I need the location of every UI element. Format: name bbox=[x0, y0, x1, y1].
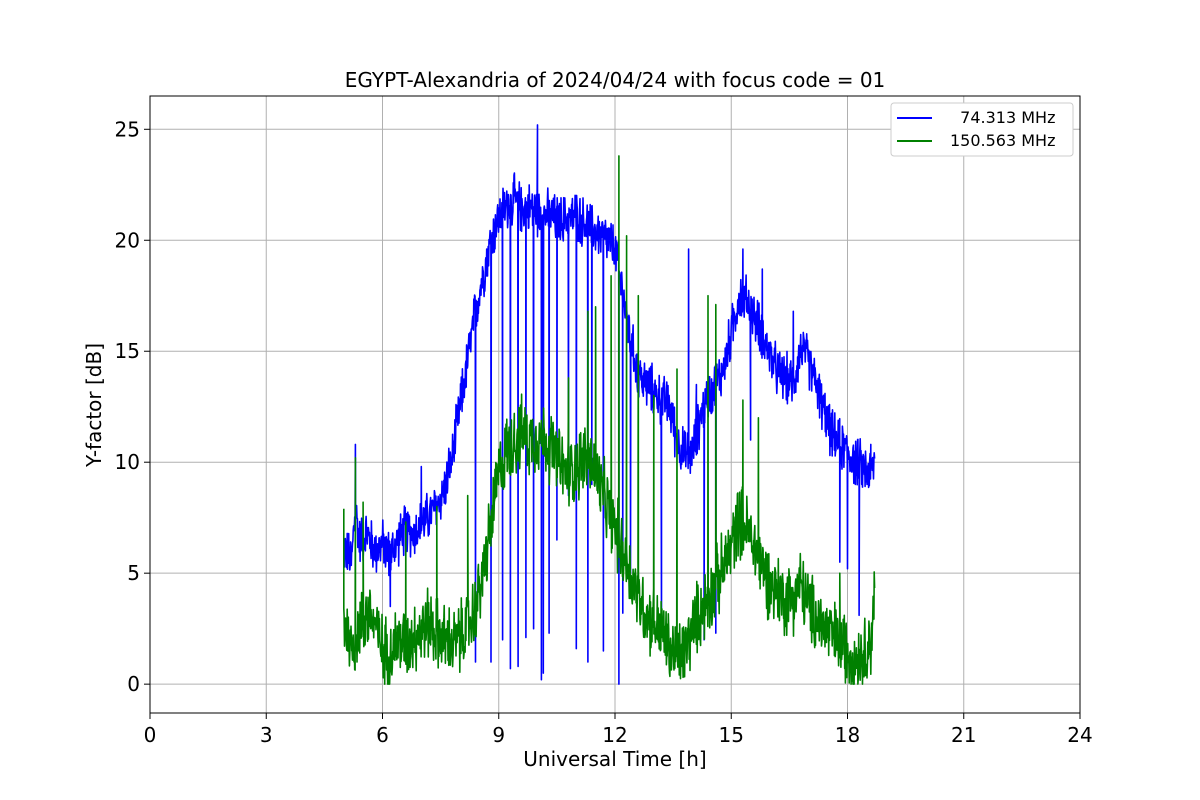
series-150mhz-line bbox=[343, 155, 876, 685]
axis-ticks: 0 3 6 9 12 15 18 21 24 0 5 10 15 20 25 bbox=[115, 117, 1093, 747]
y-tick-label: 20 bbox=[115, 228, 140, 252]
legend-box bbox=[890, 102, 1074, 157]
x-tick-label: 24 bbox=[1067, 723, 1092, 747]
x-tick-label: 18 bbox=[835, 723, 860, 747]
x-tick-label: 0 bbox=[144, 723, 157, 747]
y-tick-label: 25 bbox=[115, 117, 140, 141]
x-tick-label: 3 bbox=[260, 723, 273, 747]
y-tick-label: 10 bbox=[115, 450, 140, 474]
legend-label-150mhz: 150.563 MHz bbox=[950, 131, 1055, 150]
x-tick-label: 12 bbox=[602, 723, 627, 747]
series-layer bbox=[343, 124, 876, 685]
y-axis-label: Y-factor [dB] bbox=[82, 343, 106, 468]
x-tick-label: 9 bbox=[492, 723, 505, 747]
chart-title: EGYPT-Alexandria of 2024/04/24 with focu… bbox=[345, 68, 886, 92]
y-tick-label: 15 bbox=[115, 339, 140, 363]
x-tick-label: 6 bbox=[376, 723, 389, 747]
legend-label-74mhz: 74.313 MHz bbox=[950, 108, 1055, 127]
y-tick-label: 5 bbox=[127, 561, 140, 585]
x-axis-label: Universal Time [h] bbox=[523, 747, 706, 771]
legend: 74.313 MHz 150.563 MHz bbox=[890, 102, 1074, 157]
series-74mhz-line bbox=[343, 124, 876, 685]
y-tick-label: 0 bbox=[127, 672, 140, 696]
x-tick-label: 15 bbox=[719, 723, 744, 747]
x-tick-label: 21 bbox=[951, 723, 976, 747]
